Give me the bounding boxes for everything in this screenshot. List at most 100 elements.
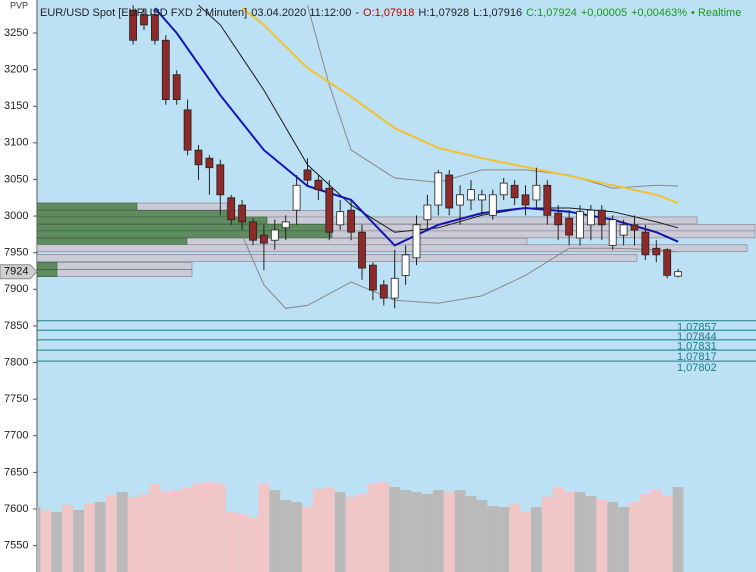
candle-body [619,224,628,236]
close-label: C:1,07924 [526,7,577,19]
candle-body [423,204,432,221]
volume-bar [236,514,248,572]
title: EUR/USD Spot [EURUSD FXD 2 Minuten] [40,7,247,19]
y-tick-label: 7650 [4,466,28,478]
candle-body [543,184,552,216]
volume-bar [291,502,303,572]
indicator-line [241,7,679,204]
profile-total [37,262,193,270]
volume-bar [541,497,553,572]
profile-bid [37,269,58,277]
volume-bar [345,497,357,572]
volume-bar [138,494,150,572]
indicator-line [307,4,679,189]
volume-bar [465,496,477,572]
y-tick-label: 7750 [4,393,28,405]
volume-bar [498,507,510,572]
candle-body [488,194,497,216]
change-pct: +0,00463% [631,7,687,19]
volume-bar [650,490,662,572]
volume-bar [629,502,640,572]
indicator-line [198,4,679,233]
volume-bar [530,507,542,572]
profile-bid [37,216,268,225]
volume-bar [105,495,117,572]
volume-bar [367,484,379,572]
candle-body [129,9,138,41]
volume-bar [84,503,95,572]
separator: - [355,7,359,19]
candle-body [641,231,650,256]
volume-bar [214,484,226,572]
volume-bar [421,494,433,572]
volume-bar [323,487,335,572]
candle-body [205,157,214,169]
volume-bar [585,496,597,572]
y-tick-label: 7900 [4,283,28,295]
candle-body [314,179,323,191]
volume-bar [411,492,422,572]
axis-caption: PVP [10,0,28,10]
volume-bar [302,507,313,572]
volume-bar [193,484,204,572]
y-tick-label: 3050 [4,173,28,185]
candle-body [303,169,312,181]
candle-body [630,224,639,231]
volume-bar [51,512,63,572]
volume-bar [182,487,194,572]
candle-body [663,249,672,276]
volume-bar [443,492,455,572]
candle-body [227,197,236,221]
candle-body [161,39,170,101]
candle-body [259,234,268,244]
candle-body [401,254,410,276]
y-tick-label: 7600 [4,503,28,515]
candle-body [445,174,454,209]
candle-body [292,184,301,211]
candle-body [521,194,530,206]
candle-body [477,194,486,201]
profile-total [37,230,756,239]
volume-bar [127,497,139,572]
candle-body [597,209,606,226]
volume-bar [280,500,292,572]
header: EUR/USD Spot [EURUSD FXD 2 Minuten] 03.04… [40,7,741,19]
candle-body [434,172,443,206]
volume-bar [149,484,161,572]
candle-body [325,187,334,233]
candle-body [216,164,225,196]
profile-bid [37,237,188,246]
y-tick-label: 3000 [4,210,28,222]
volume-bar [476,500,488,572]
candle-body [652,247,661,256]
candle-body [412,224,421,259]
candle-body [499,182,508,196]
low-label: L:1,07916 [473,7,522,19]
candle-body [249,221,257,241]
level-label: 1,07802 [677,362,717,374]
candle-body [368,264,377,291]
y-tick-label: 7950 [4,247,28,259]
volume-bar [552,487,564,572]
candle-body [140,14,148,26]
volume-bar [563,492,575,572]
volume-bar [356,494,368,572]
candle-body [183,109,192,151]
profile-bid [37,262,58,270]
candle-body [576,211,584,239]
status: • Realtime [691,7,741,19]
volume-bar [487,506,499,572]
profile-bid [37,202,138,211]
volume-bar [454,490,466,572]
axis-background [0,0,37,572]
volume-bar [94,502,106,572]
candle-body [281,221,290,229]
volume-bar [432,490,444,572]
profile-bid [37,230,333,239]
profile-total [37,269,193,277]
candle-body [194,149,203,166]
volume-bar [116,492,128,572]
